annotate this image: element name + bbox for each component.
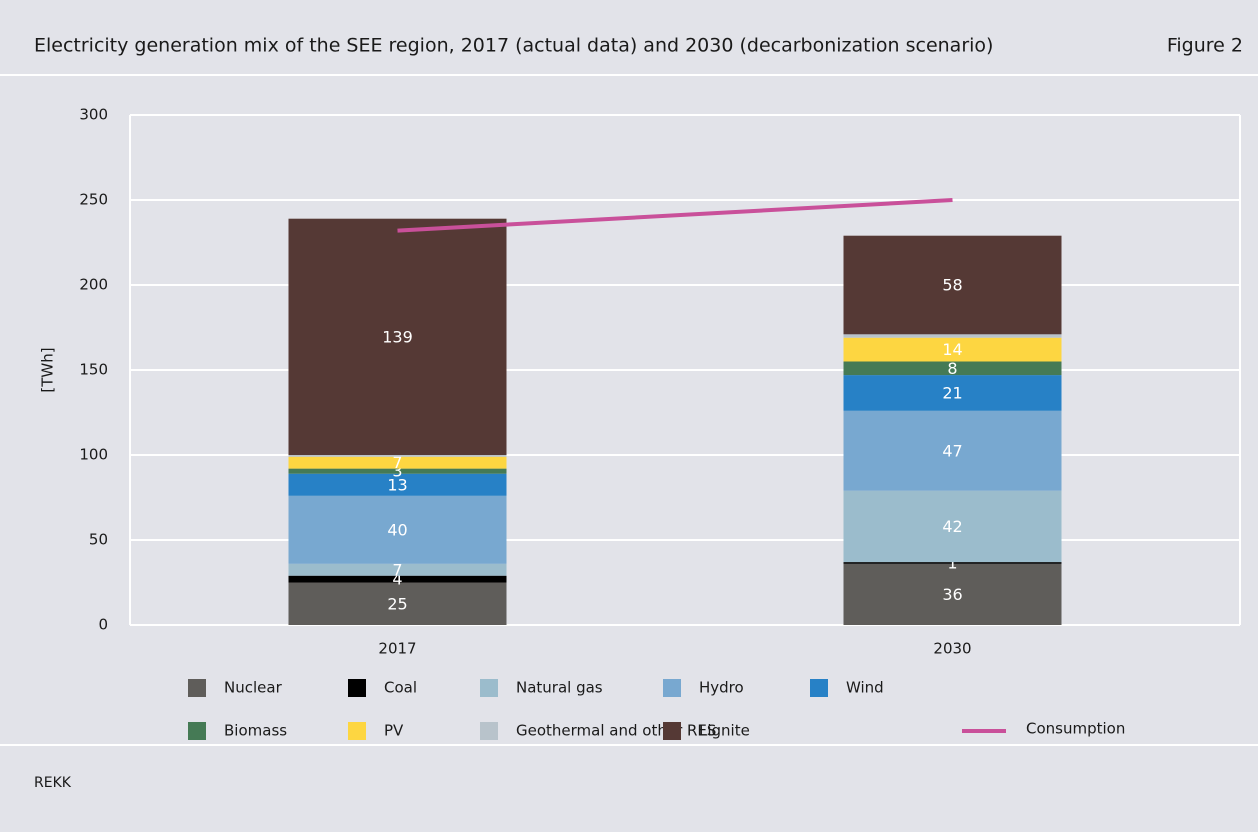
bar-segment [843,563,1062,625]
data-label: 21 [942,383,962,402]
legend-label: Coal [384,679,417,697]
data-label: 47 [942,441,962,460]
source: REKK [34,775,72,791]
consumption-line [397,198,953,233]
bar-segment [288,473,507,496]
bar-segment [288,468,507,474]
bar-segment [288,563,507,576]
bar-segment [843,410,1062,491]
data-label: 4 [392,570,402,589]
legend-label: Consumption [1026,720,1125,738]
legend-swatch [663,679,681,697]
bar-segment [843,562,1062,564]
legend-label: Natural gas [516,679,603,697]
legend-label: Nuclear [224,679,283,697]
figure-label: Figure 2 [1167,35,1243,57]
bar-segment [288,455,507,457]
data-label: 14 [942,340,962,359]
bar-segment [288,218,507,455]
legend-label: Lignite [699,722,750,740]
legend-label: Biomass [224,722,287,740]
bar-segment [843,337,1062,362]
legend-swatch [480,722,498,740]
data-label: 36 [942,585,962,604]
y-tick-label: 100 [79,446,108,464]
y-axis-label: [TWh] [39,347,57,392]
y-tick-label: 0 [98,616,108,634]
legend-label: Wind [846,679,884,697]
data-label: 7 [392,453,402,472]
data-label: 7 [392,560,402,579]
bar-segment [288,495,507,564]
legend-label: Hydro [699,679,744,697]
y-tick-label: 300 [79,106,108,124]
legend-swatch [188,679,206,697]
bar-segment [843,490,1062,563]
x-tick-label: 2017 [378,640,416,658]
bar-segment [843,375,1062,411]
legend-label: Geothermal and other RES [516,722,716,740]
bar-segment [288,582,507,625]
data-label: 139 [382,327,413,346]
bar-segment [843,235,1062,335]
data-label: 3 [392,462,402,481]
legend-swatch [663,722,681,740]
bar-segment [288,456,507,469]
bar-segment [843,334,1062,338]
data-label: 8 [947,359,957,378]
legend-swatch [348,679,366,697]
y-tick-label: 50 [89,531,108,549]
chart-title: Electricity generation mix of the SEE re… [34,35,993,57]
y-tick-label: 250 [79,191,108,209]
data-label: 13 [387,475,407,494]
legend-label: PV [384,722,404,740]
data-label: 58 [942,276,962,295]
legend-swatch [480,679,498,697]
data-label: 42 [942,517,962,536]
data-label: 40 [387,520,407,539]
legend-swatch [810,679,828,697]
y-tick-label: 200 [79,276,108,294]
y-tick-label: 150 [79,361,108,379]
data-label: 25 [387,594,407,613]
bar-segment [843,361,1062,376]
legend-swatch [348,722,366,740]
legend-swatch [188,722,206,740]
bar-segment [288,575,507,583]
x-tick-label: 2030 [933,640,971,658]
data-label: 1 [947,553,957,572]
